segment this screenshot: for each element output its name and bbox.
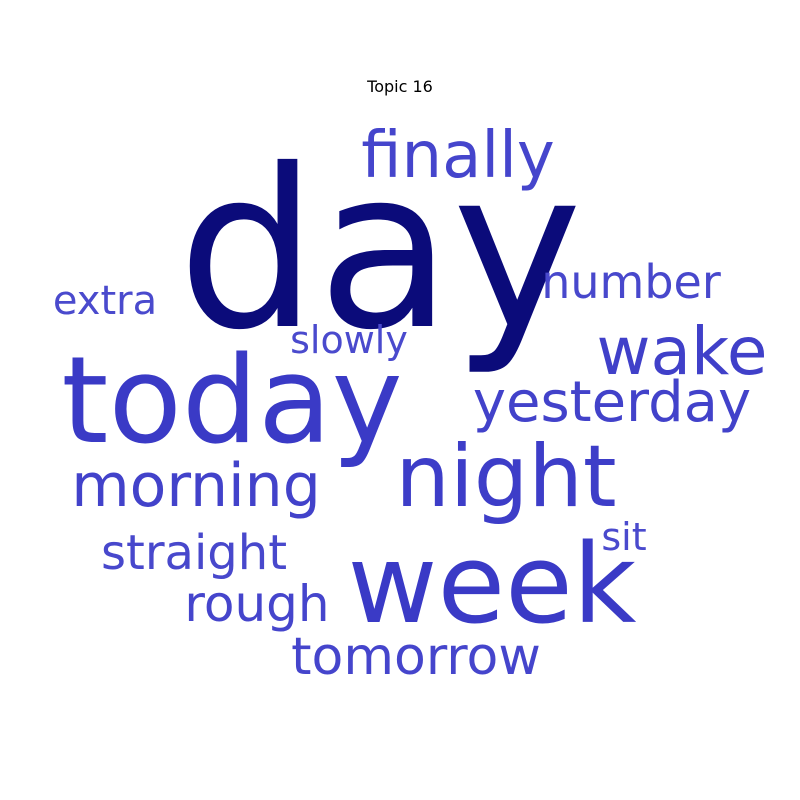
word-day: day bbox=[178, 122, 583, 378]
word-number: number bbox=[541, 255, 721, 309]
word-morning: morning bbox=[71, 451, 321, 521]
word-straight: straight bbox=[101, 525, 287, 581]
word-week: week bbox=[347, 520, 636, 648]
word-yesterday: yesterday bbox=[473, 370, 751, 435]
word-slowly: slowly bbox=[290, 318, 408, 362]
word-sit: sit bbox=[601, 515, 646, 559]
chart-title: Topic 16 bbox=[366, 77, 433, 96]
word-rough: rough bbox=[184, 575, 329, 633]
word-finally: finally bbox=[361, 119, 555, 193]
word-today: today bbox=[61, 332, 402, 471]
word-tomorrow: tomorrow bbox=[291, 627, 541, 687]
word-night: night bbox=[395, 427, 616, 527]
word-extra: extra bbox=[53, 278, 157, 324]
word-wake: wake bbox=[597, 313, 768, 390]
